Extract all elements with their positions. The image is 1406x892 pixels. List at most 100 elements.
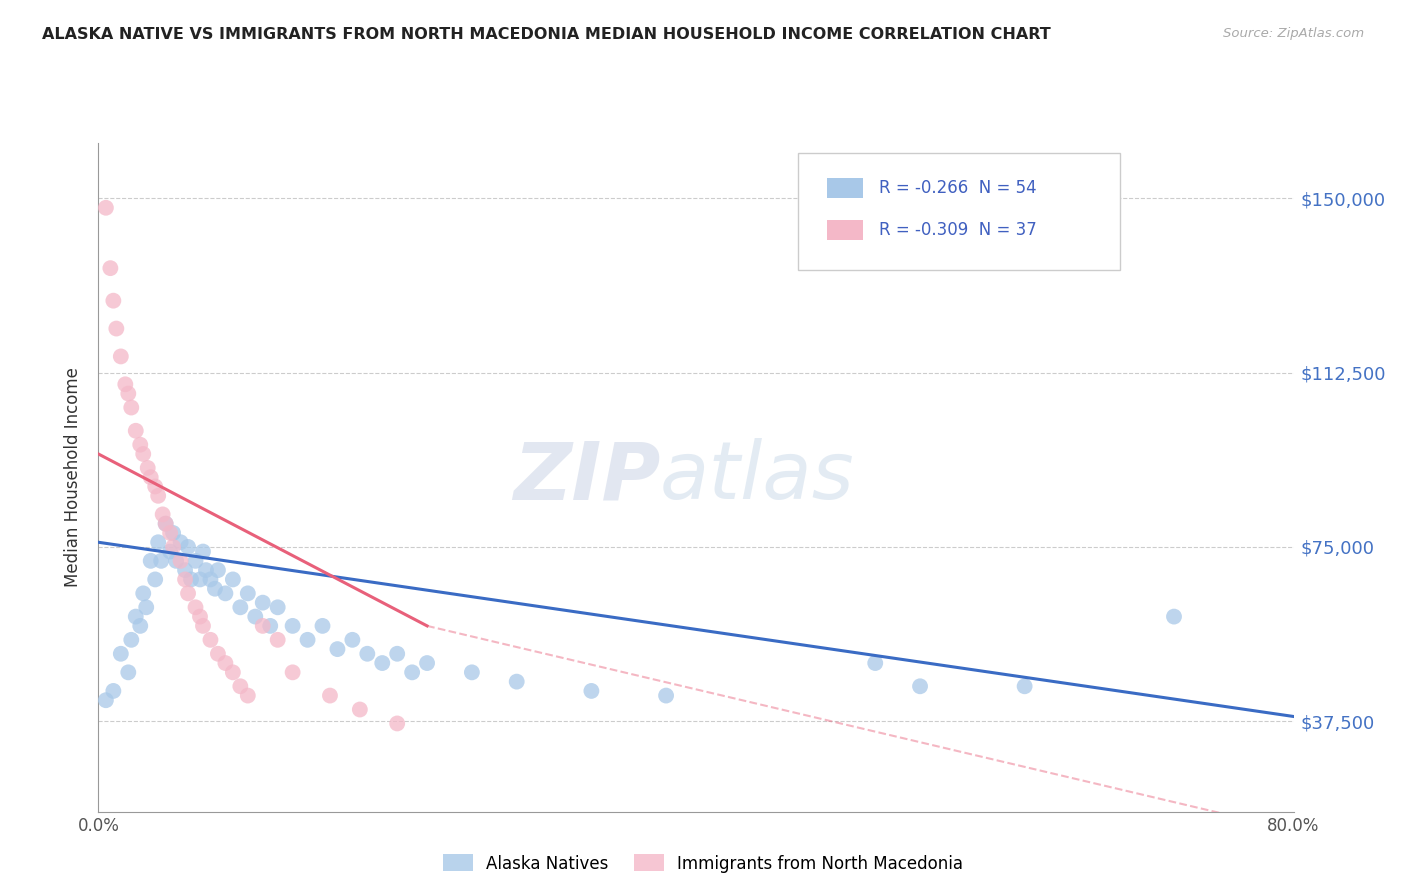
Legend: Alaska Natives, Immigrants from North Macedonia: Alaska Natives, Immigrants from North Ma… [436,847,970,880]
Point [349,702,371,716]
Point [581,684,603,698]
Y-axis label: Median Household Income: Median Household Income [65,368,83,587]
Point [461,665,484,680]
Point [319,689,342,703]
Point [162,526,184,541]
Point [184,554,207,568]
Point [148,535,170,549]
Point [148,489,170,503]
FancyBboxPatch shape [797,153,1121,270]
Point [139,554,162,568]
Point [152,508,174,522]
Point [169,554,191,568]
Point [159,526,181,541]
Point [129,619,152,633]
Point [177,540,200,554]
Point [139,470,162,484]
Text: R = -0.266  N = 54: R = -0.266 N = 54 [879,178,1036,196]
Point [191,619,214,633]
Point [184,600,207,615]
Point [150,554,173,568]
Point [214,656,236,670]
Point [252,619,274,633]
Point [188,609,211,624]
Point [200,573,222,587]
Point [229,600,252,615]
FancyBboxPatch shape [827,219,863,240]
Point [908,679,931,693]
Point [155,516,177,531]
Point [297,632,319,647]
Point [200,632,222,647]
Point [177,586,200,600]
Point [655,689,678,703]
Point [236,586,259,600]
Point [204,582,226,596]
Point [120,632,142,647]
Point [114,377,136,392]
Point [174,573,197,587]
Point [180,573,202,587]
Text: Source: ZipAtlas.com: Source: ZipAtlas.com [1223,27,1364,40]
Point [267,600,290,615]
Text: R = -0.309  N = 37: R = -0.309 N = 37 [879,220,1036,239]
Point [245,609,267,624]
Point [132,586,155,600]
Point [143,479,166,493]
Point [155,516,177,531]
Point [416,656,439,670]
Point [162,540,184,554]
Point [229,679,252,693]
Point [136,461,159,475]
Point [195,563,218,577]
Point [105,321,128,335]
Point [207,563,229,577]
Point [191,544,214,558]
Point [506,674,529,689]
Point [222,665,245,680]
Point [125,424,148,438]
Point [135,600,157,615]
Point [1014,679,1036,693]
FancyBboxPatch shape [827,178,863,198]
Text: ZIP: ZIP [513,438,661,516]
Point [174,563,197,577]
Point [267,632,290,647]
Point [356,647,378,661]
Text: atlas: atlas [661,438,855,516]
Point [401,665,423,680]
Point [385,716,409,731]
Point [110,647,132,661]
Point [236,689,259,703]
Point [132,447,155,461]
Point [110,350,132,364]
Point [311,619,333,633]
Point [371,656,394,670]
Point [143,573,166,587]
Point [281,619,304,633]
Point [120,401,142,415]
Point [865,656,887,670]
Point [281,665,304,680]
Point [326,642,349,657]
Point [117,386,139,401]
Point [222,573,245,587]
Point [103,684,125,698]
Point [1163,609,1185,624]
Point [252,596,274,610]
Point [117,665,139,680]
Point [259,619,281,633]
Point [169,535,191,549]
Point [129,438,152,452]
Point [103,293,125,308]
Point [94,693,117,707]
Point [165,554,187,568]
Point [159,544,181,558]
Text: ALASKA NATIVE VS IMMIGRANTS FROM NORTH MACEDONIA MEDIAN HOUSEHOLD INCOME CORRELA: ALASKA NATIVE VS IMMIGRANTS FROM NORTH M… [42,27,1050,42]
Point [125,609,148,624]
Point [214,586,236,600]
Point [100,261,122,276]
Point [342,632,364,647]
Point [188,573,211,587]
Point [207,647,229,661]
